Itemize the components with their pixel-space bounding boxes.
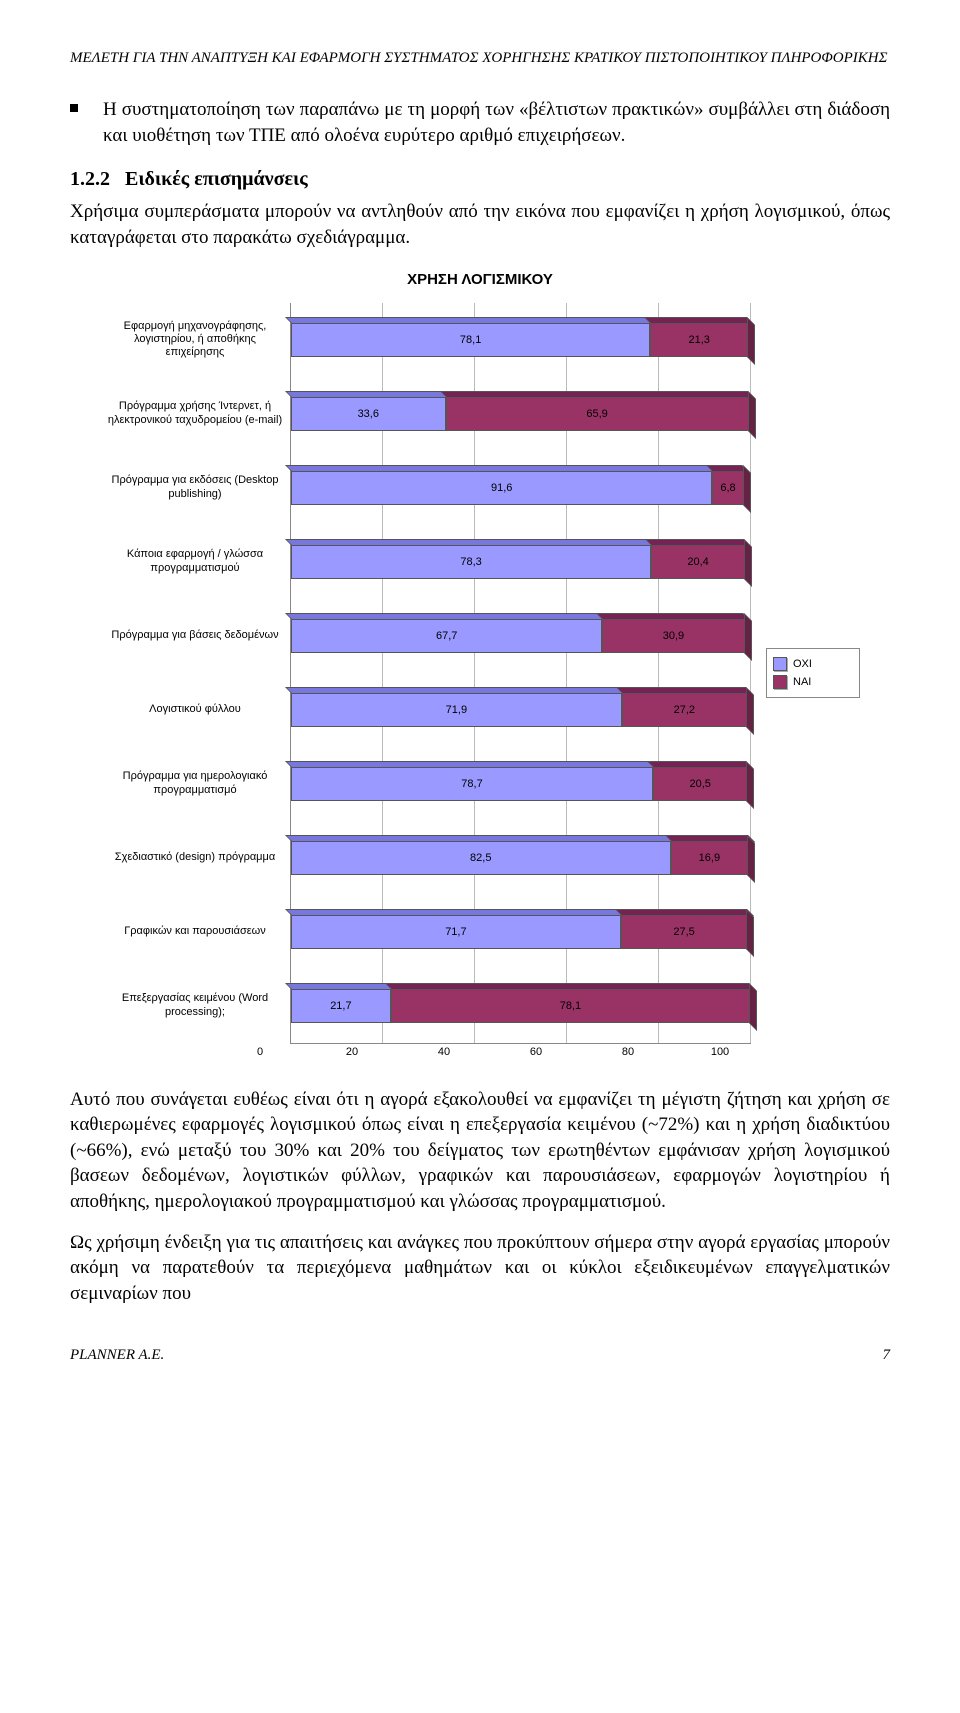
chart-plot-area: 78,121,333,665,991,66,878,320,467,730,97… — [290, 303, 751, 1044]
chart-bar: 33,665,9 — [291, 397, 749, 431]
chart-category-label: Εφαρμογή μηχανογράφησης, λογιστηρίου, ή … — [100, 303, 290, 377]
chart-segment-oxi: 67,7 — [291, 619, 602, 653]
section-title: Ειδικές επισημάνσεις — [125, 168, 308, 190]
chart-bar: 78,720,5 — [291, 767, 747, 801]
chart-category-label: Σχεδιαστικό (design) πρόγραμμα — [100, 821, 290, 895]
chart-segment-nai: 27,2 — [622, 693, 747, 727]
chart-segment-nai: 6,8 — [712, 471, 743, 505]
chart-bar: 67,730,9 — [291, 619, 745, 653]
page-header: ΜΕΛΕΤΗ ΓΙΑ ΤΗΝ ΑΝΑΠΤΥΞΗ ΚΑΙ ΕΦΑΡΜΟΓΗ ΣΥΣ… — [70, 50, 890, 67]
chart-category-label: Πρόγραμμα για ημερολογιακό προγραμματισμ… — [100, 747, 290, 821]
chart-x-tick: 0 — [257, 1046, 263, 1058]
footer-left: PLANNER A.E. — [70, 1347, 164, 1364]
chart-category-label: Κάποια εφαρμογή / γλώσσα προγραμματισμού — [100, 525, 290, 599]
bullet-text: Η συστηματοποίηση των παραπάνω με τη μορ… — [103, 97, 890, 148]
chart-category-label: Πρόγραμμα για εκδόσεις (Desktop publishi… — [100, 451, 290, 525]
chart-segment-nai: 30,9 — [602, 619, 744, 653]
chart-segment-oxi: 33,6 — [291, 397, 446, 431]
chart-segment-nai: 20,5 — [653, 767, 747, 801]
chart-x-tick: 40 — [438, 1046, 450, 1058]
chart-segment-oxi: 78,3 — [291, 545, 651, 579]
chart-segment-nai: 16,9 — [671, 841, 749, 875]
chart-segment-oxi: 91,6 — [291, 471, 712, 505]
chart-bar: 78,320,4 — [291, 545, 745, 579]
chart-segment-nai: 20,4 — [651, 545, 745, 579]
chart-segment-oxi: 21,7 — [291, 989, 391, 1023]
chart-segment-nai: 21,3 — [650, 323, 748, 357]
legend-swatch-oxi — [773, 657, 787, 671]
chart-legend: ΟΧΙ ΝΑΙ — [766, 648, 860, 698]
chart-category-label: Πρόγραμμα χρήσης Ίντερνετ, ή ηλεκτρονικο… — [100, 377, 290, 451]
chart-bar-row: 21,778,1 — [291, 969, 751, 1043]
body-paragraph-1: Αυτό που συνάγεται ευθέως είναι ότι η αγ… — [70, 1087, 890, 1215]
chart-x-tick: 80 — [622, 1046, 634, 1058]
chart-container: ΧΡΗΣΗ ΛΟΓΙΣΜΙΚΟΥ Εφαρμογή μηχανογράφησης… — [70, 271, 890, 1062]
chart-bar: 91,66,8 — [291, 471, 744, 505]
chart-bar-row: 78,121,3 — [291, 303, 751, 377]
chart-segment-nai: 78,1 — [391, 989, 750, 1023]
chart-body: Εφαρμογή μηχανογράφησης, λογιστηρίου, ή … — [70, 303, 890, 1044]
chart-segment-oxi: 82,5 — [291, 841, 671, 875]
chart-segment-oxi: 78,7 — [291, 767, 653, 801]
page-footer: PLANNER A.E. 7 — [70, 1347, 890, 1364]
legend-item-oxi: ΟΧΙ — [773, 655, 853, 673]
chart-x-tick: 100 — [711, 1046, 729, 1058]
legend-label-oxi: ΟΧΙ — [793, 658, 812, 670]
chart-x-tick: 60 — [530, 1046, 542, 1058]
chart-bar-row: 78,720,5 — [291, 747, 751, 821]
chart-segment-oxi: 78,1 — [291, 323, 650, 357]
chart-bar-row: 91,66,8 — [291, 451, 751, 525]
chart-segment-oxi: 71,7 — [291, 915, 621, 949]
chart-category-label: Επεξεργασίας κειμένου (Word processing); — [100, 969, 290, 1043]
footer-right: 7 — [883, 1347, 891, 1364]
chart-bar-row: 71,927,2 — [291, 673, 751, 747]
bullet-item: Η συστηματοποίηση των παραπάνω με τη μορ… — [70, 97, 890, 148]
chart-bar: 71,927,2 — [291, 693, 747, 727]
chart-segment-oxi: 71,9 — [291, 693, 622, 727]
section-number: 1.2.2 — [70, 168, 110, 190]
chart-bar-row: 82,516,9 — [291, 821, 751, 895]
section-heading: 1.2.2 Ειδικές επισημάνσεις — [70, 168, 890, 191]
chart-bar-row: 71,727,5 — [291, 895, 751, 969]
chart-y-labels: Εφαρμογή μηχανογράφησης, λογιστηρίου, ή … — [100, 303, 290, 1044]
chart-segment-nai: 65,9 — [446, 397, 749, 431]
intro-paragraph: Χρήσιμα συμπεράσματα μπορούν να αντληθού… — [70, 199, 890, 250]
chart-bar-row: 67,730,9 — [291, 599, 751, 673]
legend-swatch-nai — [773, 675, 787, 689]
chart-bar: 78,121,3 — [291, 323, 748, 357]
chart-bar-row: 33,665,9 — [291, 377, 751, 451]
legend-label-nai: ΝΑΙ — [793, 676, 811, 688]
chart-x-tick: 20 — [346, 1046, 358, 1058]
chart-bar: 21,778,1 — [291, 989, 750, 1023]
chart-bar: 71,727,5 — [291, 915, 747, 949]
chart-x-axis: 020406080100 — [260, 1044, 720, 1062]
chart-segment-nai: 27,5 — [621, 915, 748, 949]
chart-bar-row: 78,320,4 — [291, 525, 751, 599]
chart-title: ΧΡΗΣΗ ΛΟΓΙΣΜΙΚΟΥ — [70, 271, 890, 288]
chart-bar: 82,516,9 — [291, 841, 748, 875]
chart-category-label: Γραφικών και παρουσιάσεων — [100, 895, 290, 969]
chart-category-label: Λογιστικού φύλλου — [100, 673, 290, 747]
chart-category-label: Πρόγραμμα για βάσεις δεδομένων — [100, 599, 290, 673]
body-paragraph-2: Ως χρήσιμη ένδειξη για τις απαιτήσεις κα… — [70, 1230, 890, 1307]
bullet-marker — [70, 104, 78, 112]
legend-item-nai: ΝΑΙ — [773, 673, 853, 691]
